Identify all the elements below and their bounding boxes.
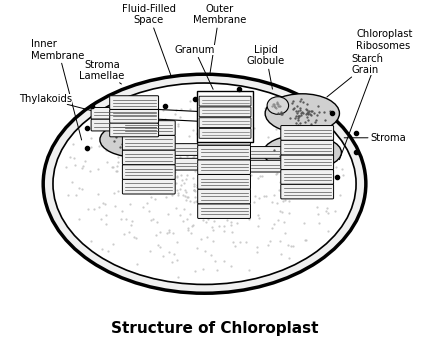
FancyBboxPatch shape (110, 109, 159, 123)
FancyBboxPatch shape (123, 150, 175, 165)
FancyBboxPatch shape (249, 147, 283, 158)
FancyBboxPatch shape (198, 174, 251, 189)
Text: Granum: Granum (175, 45, 215, 89)
FancyBboxPatch shape (198, 130, 251, 145)
Text: Starch
Grain: Starch Grain (327, 54, 383, 97)
FancyBboxPatch shape (173, 158, 200, 170)
FancyBboxPatch shape (110, 96, 159, 109)
FancyBboxPatch shape (249, 160, 283, 172)
Text: Thylakoids: Thylakoids (19, 94, 99, 113)
Text: Chloroplast
Ribosomes: Chloroplast Ribosomes (339, 29, 412, 160)
FancyBboxPatch shape (199, 107, 251, 117)
Text: Structure of Chloroplast: Structure of Chloroplast (111, 321, 318, 336)
Ellipse shape (55, 85, 354, 283)
FancyBboxPatch shape (281, 126, 334, 140)
FancyBboxPatch shape (91, 108, 159, 119)
FancyBboxPatch shape (281, 184, 334, 199)
FancyBboxPatch shape (123, 135, 175, 150)
Ellipse shape (53, 83, 356, 284)
Text: Stroma
Lamellae: Stroma Lamellae (79, 60, 125, 84)
Text: Lipid
Globule: Lipid Globule (247, 45, 285, 89)
Bar (197, 91, 253, 142)
Ellipse shape (43, 74, 366, 293)
FancyBboxPatch shape (198, 145, 251, 160)
FancyBboxPatch shape (198, 204, 251, 219)
Ellipse shape (263, 135, 341, 170)
FancyBboxPatch shape (199, 128, 251, 138)
FancyBboxPatch shape (110, 123, 159, 137)
Ellipse shape (100, 122, 174, 157)
FancyBboxPatch shape (281, 140, 334, 155)
Text: Inner
Membrane: Inner Membrane (31, 39, 85, 140)
FancyBboxPatch shape (91, 119, 159, 131)
FancyBboxPatch shape (198, 160, 251, 174)
FancyBboxPatch shape (281, 155, 334, 169)
Text: Fluid-Filled
Space: Fluid-Filled Space (122, 4, 176, 77)
FancyBboxPatch shape (123, 121, 175, 135)
Text: Stroma: Stroma (344, 133, 406, 143)
FancyBboxPatch shape (199, 118, 251, 127)
Ellipse shape (265, 94, 339, 133)
FancyBboxPatch shape (173, 144, 200, 155)
FancyBboxPatch shape (281, 169, 334, 184)
FancyBboxPatch shape (123, 179, 175, 194)
FancyBboxPatch shape (198, 189, 251, 204)
Text: Outer
Membrane: Outer Membrane (193, 4, 246, 74)
FancyBboxPatch shape (123, 165, 175, 179)
Ellipse shape (267, 97, 289, 114)
FancyBboxPatch shape (198, 116, 251, 130)
FancyBboxPatch shape (199, 96, 251, 106)
